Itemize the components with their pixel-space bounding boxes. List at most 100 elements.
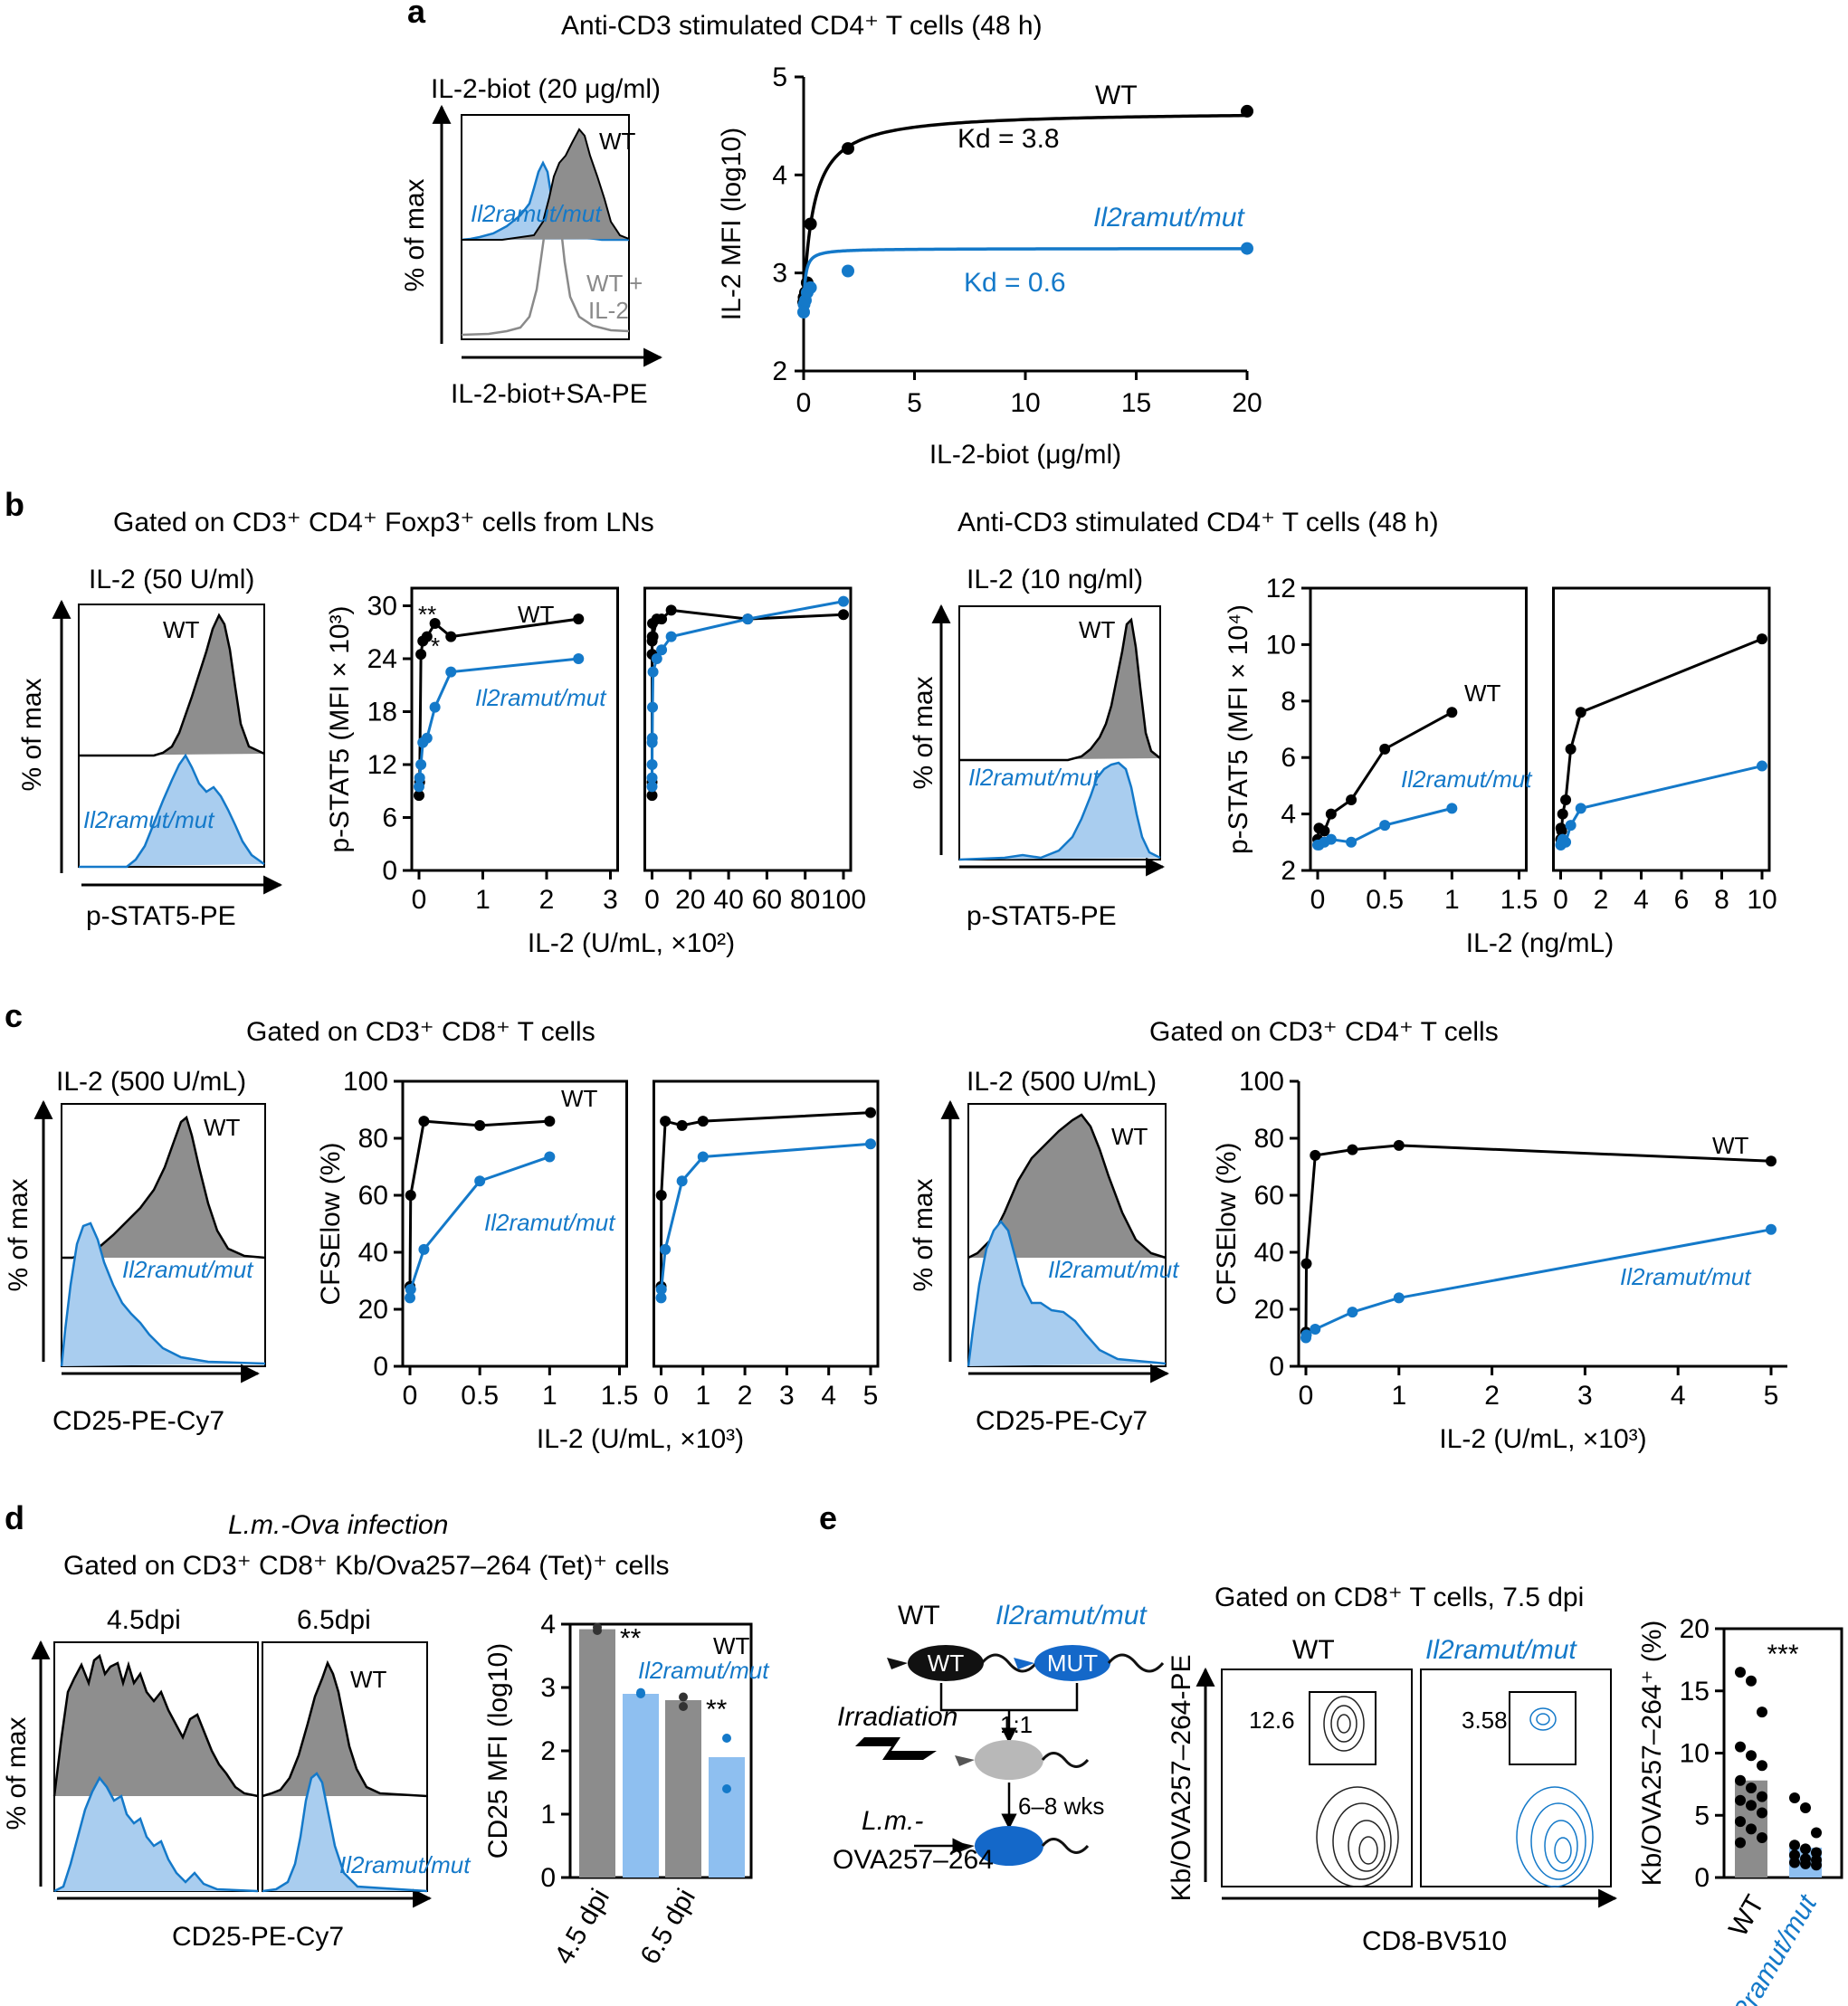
mut-series-line xyxy=(660,1142,872,1298)
facs-mut-label: Il2ramut/mut xyxy=(1425,1635,1577,1665)
y-tick-label: 12 xyxy=(1266,574,1296,604)
panel-e-schematic: WT Il2ramut/mut WT MUT 1:1 Irradiation 6… xyxy=(833,1601,1165,1875)
x-tick-label: 1 xyxy=(542,1381,557,1411)
x-axis-label: IL-2 (U/mL, ×10²) xyxy=(528,928,735,958)
panel-c-letter: c xyxy=(5,997,23,1034)
wt-data-point xyxy=(1560,794,1572,805)
x-tick-label: 10 xyxy=(1010,388,1040,418)
facs-mut-pct: 3.58 xyxy=(1462,1707,1508,1734)
wt-mouse-icon: WT xyxy=(887,1645,1038,1681)
wt-legend-label: WT xyxy=(713,1632,750,1659)
wt-bar-point xyxy=(1746,1800,1757,1811)
y-axis-label: Kb/OVA257–264⁺ (%) xyxy=(1637,1621,1667,1887)
mut-data-point xyxy=(656,644,668,656)
plot-frame xyxy=(1309,586,1528,872)
y-tick-label: 0 xyxy=(382,856,397,886)
x-tick-label: 20 xyxy=(1232,388,1262,418)
x-tick-label: 2 xyxy=(1594,885,1609,915)
hist-c2-mut-label: Il2ramut/mut xyxy=(1048,1256,1180,1283)
hist-c2-title: IL-2 (500 U/mL) xyxy=(967,1067,1157,1097)
hist-b2-frame xyxy=(958,605,1161,860)
mut-bar-point xyxy=(1789,1849,1800,1861)
x-tick-label: 2 xyxy=(738,1381,753,1411)
facs-mut-frame xyxy=(1420,1668,1612,1887)
y-axis-label: p-STAT5 (MFI × 10⁴) xyxy=(1224,604,1253,854)
mut-data-point xyxy=(415,759,427,770)
wt-bar-point xyxy=(1757,1791,1767,1802)
hist-c2-ylabel: % of max xyxy=(909,1178,938,1291)
x-tick-label: 5 xyxy=(907,388,922,418)
hist-d1-wt-curve xyxy=(52,1653,259,1798)
mut-data-point xyxy=(1347,1307,1358,1318)
wt-data-point xyxy=(445,631,457,642)
mut-data-point xyxy=(842,264,854,278)
mut-data-point xyxy=(414,781,424,793)
y-tick-label: 18 xyxy=(367,698,397,727)
x-tick-label: 1.5 xyxy=(601,1381,639,1411)
hist-d-label-1: 4.5dpi xyxy=(107,1605,181,1635)
wt-bar-point xyxy=(1735,1741,1746,1753)
panel-d-title-2: Gated on CD3⁺ CD8⁺ Kb/Ova257–264 (Tet)⁺ … xyxy=(63,1551,670,1581)
wt-bar-point xyxy=(1757,1760,1767,1772)
wt-series-line xyxy=(1559,637,1763,840)
wt-data-point xyxy=(842,142,854,156)
mut-data-point xyxy=(660,1243,672,1255)
mut-bar-point xyxy=(1811,1827,1822,1839)
x-tick-label: 2 xyxy=(1484,1381,1500,1411)
wt-data-point xyxy=(646,790,658,802)
y-tick-label: 4 xyxy=(1281,800,1296,830)
x-tick-label: 1 xyxy=(1391,1381,1406,1411)
facs-wt-pct: 12.6 xyxy=(1249,1707,1295,1734)
mix-bracket xyxy=(939,1683,1079,1712)
y-tick-label: 0 xyxy=(373,1352,388,1382)
hist-b1-title: IL-2 (50 U/ml) xyxy=(89,565,254,594)
x-tick-label: 0 xyxy=(1299,1381,1314,1411)
hist-a-frame xyxy=(461,114,630,340)
hist-c2-wt-label: WT xyxy=(1111,1123,1148,1150)
y-tick-label: 1 xyxy=(540,1800,556,1830)
y-tick-label: 0 xyxy=(1694,1863,1710,1893)
y-tick-label: 2 xyxy=(540,1736,556,1766)
x-tick-label: 0 xyxy=(653,1381,669,1411)
wt-bar-point xyxy=(1746,1675,1757,1687)
hist-d-mut-label: Il2ramut/mut xyxy=(339,1851,472,1878)
hist-c1-xlabel: CD25-PE-Cy7 xyxy=(52,1406,224,1436)
y-tick-label: 20 xyxy=(358,1295,388,1325)
y-tick-label: 3 xyxy=(772,259,787,289)
mut-data-point xyxy=(1575,803,1586,814)
hist-c1-title: IL-2 (500 U/mL) xyxy=(56,1067,246,1097)
wt-data-point xyxy=(1557,808,1568,820)
hist-c1-mut-label: Il2ramut/mut xyxy=(122,1256,254,1283)
mut-data-point xyxy=(646,781,658,793)
y-tick-label: 80 xyxy=(1254,1124,1284,1154)
mut-data-point xyxy=(405,1283,416,1295)
wt-bar-point xyxy=(679,1702,688,1711)
wt-series-line xyxy=(408,1119,550,1287)
mut-fit-curve xyxy=(802,247,1248,313)
hist-b1-frame xyxy=(78,604,265,868)
mut-data-point xyxy=(1757,760,1767,772)
hist-b2-ylabel: % of max xyxy=(909,676,938,789)
mut-data-point xyxy=(655,1283,667,1295)
mut-bar-point xyxy=(722,1734,731,1743)
mut-bar xyxy=(623,1694,659,1878)
mut-series-line xyxy=(1559,765,1763,847)
wt-data-point xyxy=(1310,1149,1321,1161)
mut-data-point xyxy=(1446,803,1458,814)
wt-data-point xyxy=(421,631,433,642)
mut-data-point xyxy=(647,701,659,713)
mut-bar-point xyxy=(636,1688,645,1697)
facs-mut-contours xyxy=(1516,1707,1594,1887)
mut-bar-point xyxy=(1800,1843,1811,1855)
mut-data-point xyxy=(418,1243,430,1255)
infection-label-2: OVA257–264 xyxy=(833,1845,994,1875)
hist-b1-ylabel: % of max xyxy=(17,678,47,791)
wt-data-point xyxy=(865,1107,876,1118)
hist-d-label-2: 6.5dpi xyxy=(297,1605,371,1635)
mut-bar-point xyxy=(1800,1858,1811,1869)
wt-data-point xyxy=(804,217,817,231)
wt-bar-point xyxy=(1746,1750,1757,1762)
